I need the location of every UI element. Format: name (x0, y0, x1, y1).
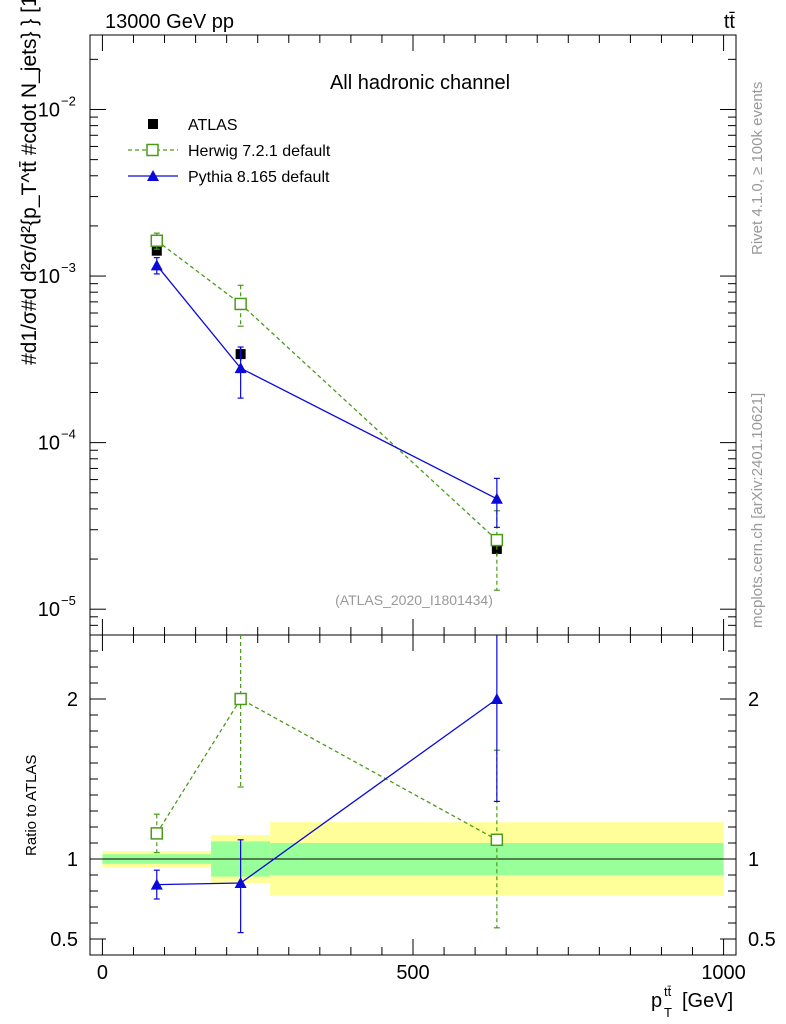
x-axis-title-p: p (651, 990, 662, 1012)
y-tick-label: 10 (38, 266, 60, 288)
x-axis-title-sup: tt̄ (664, 984, 672, 999)
ratio-y-axis: 0.5 0.5 1 1 2 2 (50, 650, 776, 951)
legend-marker-atlas (148, 119, 158, 129)
pythia-point (150, 259, 163, 271)
y-tick-label-exponent: −2 (61, 93, 76, 108)
analysis-tag: (ATLAS_2020_I1801434) (335, 592, 493, 608)
ratio-series-layer (150, 635, 504, 934)
herwig-ratio-point (234, 692, 247, 706)
herwig-ratio-point (490, 833, 504, 847)
atlas-point (151, 245, 162, 256)
main-x-axis-ticks (101, 35, 725, 635)
herwig-ratio-line (156, 698, 498, 841)
legend-marker-herwig (146, 143, 159, 157)
legend: ATLAS Herwig 7.2.1 default Pythia 8.165 … (128, 117, 331, 186)
ratio-y-axis-title: Ratio to ATLAS (23, 755, 40, 856)
y-tick-label: 10 (38, 99, 60, 121)
ratio-y-tick-label: 0.5 (50, 929, 78, 951)
herwig-point (234, 297, 247, 311)
x-tick-label: 500 (396, 962, 429, 984)
y-tick-label-exponent: −4 (61, 427, 76, 442)
pythia-ratio-point (150, 878, 163, 890)
header-energy-label: 13000 GeV pp (105, 11, 234, 33)
mcplots-label: mcplots.cern.ch [arXiv:2401.10621] (749, 393, 766, 628)
y-tick-label-exponent: −3 (61, 260, 76, 275)
pythia-ratio-point (234, 877, 247, 888)
y-tick-label-exponent: −5 (61, 593, 76, 608)
legend-label-herwig: Herwig 7.2.1 default (188, 143, 331, 160)
main-y-axis: 10−510−410−310−2 (38, 58, 736, 636)
ratio-y-tick-label-right: 2 (748, 689, 759, 711)
herwig-ratio-point (150, 827, 164, 840)
pythia-line (156, 264, 498, 500)
legend-marker-pythia (147, 170, 159, 181)
main-y-axis-title: #d1/σ#d d²σ/d²{p_T^tt̄ #cdot N_jets} } [… (18, 0, 41, 365)
herwig-line (156, 240, 498, 541)
y-tick-label: 10 (38, 433, 60, 455)
x-axis-title: p tt̄ T [GeV] (651, 984, 733, 1020)
x-axis-title-sub: T (664, 1005, 672, 1020)
pythia-point (490, 492, 503, 504)
x-tick-label: 0 (97, 962, 108, 984)
y-tick-label: 10 (38, 599, 60, 621)
ratio-panel-frame (89, 634, 737, 956)
legend-label-atlas: ATLAS (188, 117, 238, 134)
main-series-layer (150, 232, 504, 591)
herwig-point (150, 234, 164, 247)
x-tick-label: 1000 (701, 962, 746, 984)
main-panel-frame (89, 34, 737, 636)
ratio-y-tick-label: 2 (67, 689, 78, 711)
header-process-label: tt̄ (724, 11, 736, 33)
ratio-x-axis: 0 500 1000 (97, 635, 746, 984)
pythia-ratio-point (490, 693, 503, 704)
ratio-y-tick-label-right: 0.5 (748, 929, 776, 951)
herwig-point (490, 533, 504, 547)
ratio-y-tick-label: 1 (67, 849, 78, 871)
x-axis-title-unit: [GeV] (682, 990, 733, 1012)
legend-label-pythia: Pythia 8.165 default (188, 169, 330, 186)
ratio-y-tick-label-right: 1 (748, 849, 759, 871)
pythia-point (234, 362, 247, 374)
rivet-label: Rivet 4.1.0, ≥ 100k events (749, 82, 766, 255)
chart-title: All hadronic channel (330, 72, 510, 94)
